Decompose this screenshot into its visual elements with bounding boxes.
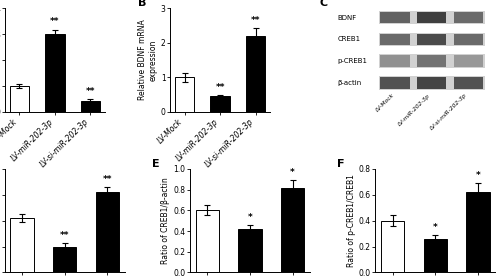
Text: C: C xyxy=(320,0,328,8)
Bar xyxy=(378,54,484,68)
Bar xyxy=(417,12,446,23)
Bar xyxy=(96,192,119,272)
Bar xyxy=(281,188,304,272)
Text: p-CREB1: p-CREB1 xyxy=(337,58,367,64)
Text: BDNF: BDNF xyxy=(337,15,356,21)
Bar xyxy=(175,77,195,112)
Y-axis label: Ratio of CREB1/β-actin: Ratio of CREB1/β-actin xyxy=(162,177,170,264)
Bar xyxy=(378,76,484,90)
Bar xyxy=(380,77,410,89)
Text: E: E xyxy=(152,158,160,168)
Text: CREB1: CREB1 xyxy=(337,36,360,43)
Bar xyxy=(424,239,447,272)
Text: *: * xyxy=(433,223,438,232)
Bar xyxy=(466,192,489,272)
Text: **: ** xyxy=(251,16,260,25)
Text: *: * xyxy=(248,213,252,222)
Bar xyxy=(210,96,230,112)
Bar xyxy=(45,34,64,112)
Bar xyxy=(381,221,404,272)
Text: LV-miR-202-3p: LV-miR-202-3p xyxy=(398,93,432,127)
Bar xyxy=(378,33,484,46)
Bar xyxy=(10,86,29,112)
Bar xyxy=(53,247,76,272)
Bar xyxy=(417,34,446,45)
Bar xyxy=(380,12,410,23)
Bar xyxy=(380,34,410,45)
Bar xyxy=(196,210,219,272)
Bar xyxy=(10,218,34,272)
Text: **: ** xyxy=(86,87,95,96)
Text: **: ** xyxy=(216,83,225,91)
Text: **: ** xyxy=(60,231,70,240)
Bar xyxy=(80,101,100,112)
Bar xyxy=(246,36,266,112)
Text: **: ** xyxy=(102,175,112,184)
Text: F: F xyxy=(337,158,344,168)
Bar xyxy=(417,77,446,89)
Text: *: * xyxy=(290,168,295,177)
Bar xyxy=(454,34,483,45)
Text: LV-si-miR-202-3p: LV-si-miR-202-3p xyxy=(430,93,469,131)
Text: *: * xyxy=(476,171,480,180)
Bar xyxy=(380,56,410,67)
Bar xyxy=(238,229,262,272)
Y-axis label: Ratio of p-CREB1/CREB1: Ratio of p-CREB1/CREB1 xyxy=(346,174,356,267)
Bar xyxy=(454,56,483,67)
Bar xyxy=(378,11,484,24)
Y-axis label: Relative BDNF mRNA
expression: Relative BDNF mRNA expression xyxy=(138,20,158,101)
Bar xyxy=(417,56,446,67)
Bar xyxy=(454,77,483,89)
Text: **: ** xyxy=(50,18,59,26)
Text: LV-Mock: LV-Mock xyxy=(374,93,395,113)
Text: B: B xyxy=(138,0,147,8)
Bar xyxy=(454,12,483,23)
Text: β-actin: β-actin xyxy=(337,80,361,86)
